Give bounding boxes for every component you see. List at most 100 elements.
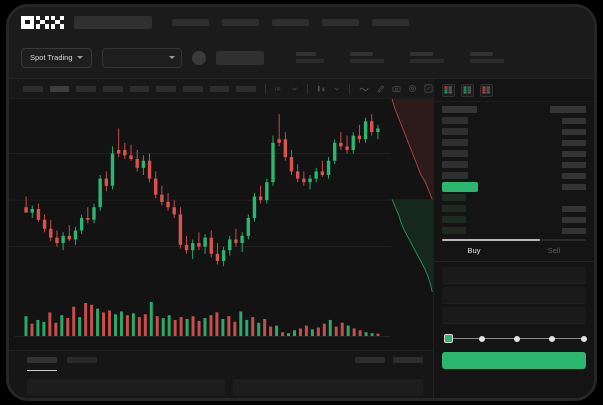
toolbar-divider <box>349 83 350 94</box>
ticker-stat-4 <box>469 52 504 63</box>
bid-amount <box>562 216 586 223</box>
ticker-stat-3 <box>409 52 444 63</box>
bid-price <box>442 227 466 234</box>
candlestick-chart[interactable] <box>9 99 433 292</box>
orderbook-scrollbar[interactable] <box>442 239 586 241</box>
orderbook-asks-icon[interactable] <box>480 84 493 97</box>
stat-value <box>349 59 384 63</box>
orders-panel-right-tabs <box>355 357 423 363</box>
settings-gear-icon[interactable] <box>408 84 417 93</box>
orderbook-ask-row[interactable] <box>442 115 586 126</box>
active-tab-underline <box>27 370 57 371</box>
orderbook-ask-row[interactable] <box>442 148 586 159</box>
tab-open-orders[interactable] <box>27 357 57 363</box>
device-frame: Spot Trading <box>6 4 597 401</box>
chevron-down-icon[interactable] <box>291 85 298 92</box>
chevron-down-icon[interactable] <box>333 85 340 92</box>
slider-stop-50[interactable] <box>513 335 520 342</box>
timeframe-button-6[interactable] <box>156 85 177 92</box>
device-screen: Spot Trading <box>9 7 594 398</box>
orderbook-bids-icon[interactable] <box>461 84 474 97</box>
ticker-stat-2 <box>349 52 384 63</box>
timeframe-button-1[interactable] <box>23 85 43 92</box>
orderbook-bid-row[interactable] <box>442 214 586 225</box>
ask-price <box>442 128 468 135</box>
fullscreen-icon[interactable] <box>424 84 433 93</box>
bottom-right-tab-2[interactable] <box>393 357 423 363</box>
pair-select-dropdown[interactable] <box>101 47 182 68</box>
nav-item-3[interactable] <box>272 18 309 26</box>
ask-amount <box>562 150 586 157</box>
bottom-row-2[interactable] <box>233 379 423 395</box>
orderbook-bid-row[interactable] <box>442 225 586 236</box>
total-field[interactable] <box>442 307 586 324</box>
orderbook-ask-row[interactable] <box>442 159 586 170</box>
line-chart-icon[interactable] <box>359 85 369 93</box>
submit-buy-button[interactable] <box>442 352 586 369</box>
bottom-row-1[interactable] <box>27 379 225 395</box>
orderbook-scrollbar-thumb[interactable] <box>442 239 540 241</box>
orderbook-bid-row[interactable] <box>442 192 586 203</box>
nav-item-4[interactable] <box>322 18 359 26</box>
drawing-tools-icon[interactable] <box>376 84 385 93</box>
market-type-dropdown[interactable]: Spot Trading <box>21 47 92 68</box>
chart-toolbar: ıılı <box>9 79 433 99</box>
chart-canvas <box>9 114 391 267</box>
slider-stop-75[interactable] <box>548 335 555 342</box>
ask-price <box>442 172 468 179</box>
timeframe-button-7[interactable] <box>183 85 203 92</box>
compare-icon[interactable] <box>317 84 326 93</box>
stat-value <box>409 59 444 63</box>
orderbook-ask-row[interactable] <box>442 126 586 137</box>
svg-text:ıılı: ıılı <box>275 86 281 92</box>
timeframe-button-9[interactable] <box>236 85 257 92</box>
timeframe-button-2[interactable] <box>49 85 70 92</box>
tab-order-history[interactable] <box>67 357 97 363</box>
ask-amount <box>562 161 586 168</box>
search-input[interactable] <box>74 15 152 29</box>
orderbook-ask-row[interactable] <box>442 137 586 148</box>
nav-item-2[interactable] <box>222 18 259 26</box>
orders-panel <box>9 350 433 398</box>
slider-stop-100[interactable] <box>581 335 587 342</box>
timeframe-button-3[interactable] <box>76 85 97 92</box>
bid-amount <box>562 205 586 212</box>
bid-price <box>442 194 466 201</box>
toolbar-divider <box>307 83 309 94</box>
orderbook-ask-row[interactable] <box>442 170 586 181</box>
stat-label <box>409 52 433 56</box>
timeframe-button-4[interactable] <box>103 85 123 92</box>
nav-item-5[interactable] <box>372 18 409 26</box>
chevron-down-icon <box>76 56 83 59</box>
ask-amount <box>562 172 586 179</box>
timeframe-button-8[interactable] <box>209 85 230 92</box>
orderbook-col-price <box>442 106 477 113</box>
ask-price <box>442 139 468 146</box>
tab-sell[interactable]: Sell <box>547 246 561 255</box>
ask-price <box>442 117 468 124</box>
nav-item-1[interactable] <box>172 18 209 26</box>
camera-icon[interactable] <box>392 84 401 93</box>
indicators-icon[interactable]: ıılı <box>275 84 284 93</box>
slider-handle[interactable] <box>444 334 453 343</box>
orders-panel-tabs <box>9 351 433 363</box>
orderbook[interactable] <box>434 101 594 236</box>
bottom-right-tab-1[interactable] <box>355 357 385 363</box>
price-field[interactable] <box>442 267 586 284</box>
current-amount <box>562 183 586 190</box>
stat-label <box>349 52 373 56</box>
volume-canvas <box>15 302 391 337</box>
toolbar-divider <box>265 83 267 94</box>
orderbook-current-price-row <box>442 181 586 192</box>
ask-price <box>442 150 468 157</box>
amount-slider[interactable] <box>444 334 587 344</box>
amount-field[interactable] <box>442 287 586 304</box>
stat-label <box>295 52 316 56</box>
orderbook-both-icon[interactable] <box>442 84 455 97</box>
slider-stop-25[interactable] <box>478 335 485 342</box>
orderbook-bid-row[interactable] <box>442 203 586 214</box>
timeframe-button-5[interactable] <box>129 85 150 92</box>
orders-rows <box>27 379 423 395</box>
okx-logo[interactable] <box>21 15 64 29</box>
tab-buy[interactable]: Buy <box>467 246 481 255</box>
